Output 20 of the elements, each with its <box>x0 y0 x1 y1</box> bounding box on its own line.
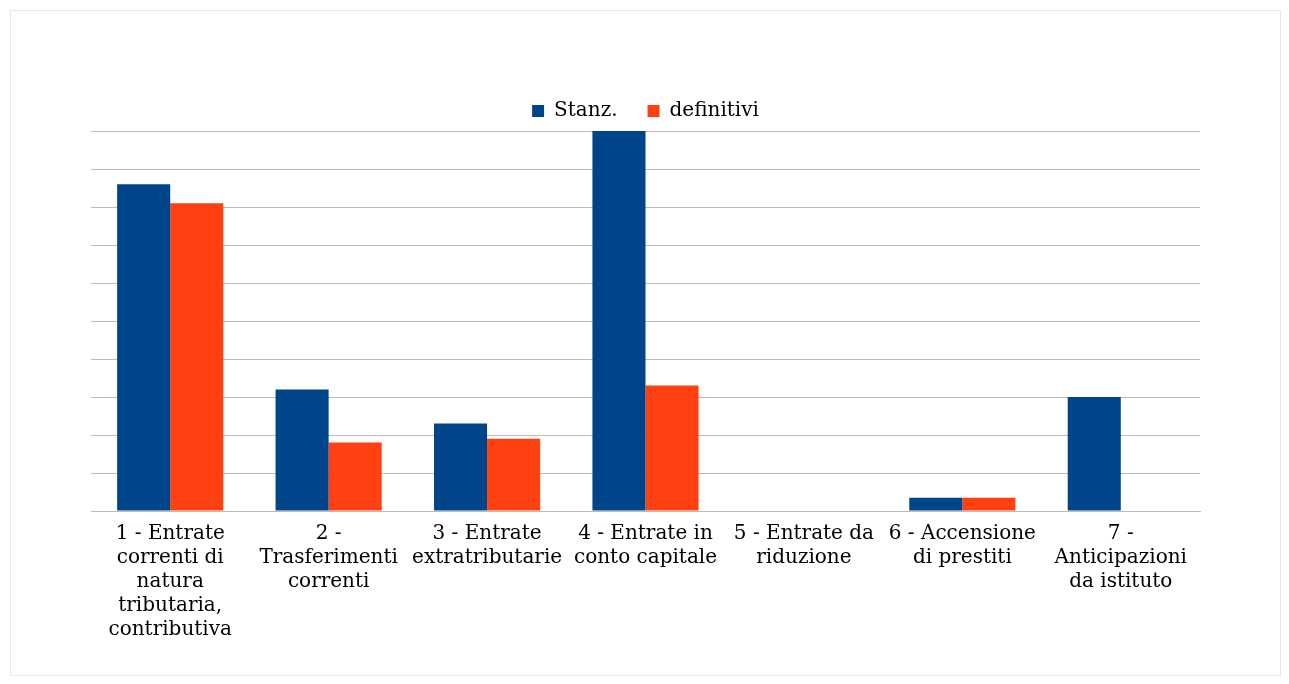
x-tick-label: 6 - Accensione di prestiti <box>888 520 1036 569</box>
bar <box>962 497 1016 511</box>
bar <box>487 438 541 511</box>
bar <box>592 131 646 511</box>
x-tick-label: 4 - Entrate in conto capitale <box>573 520 718 569</box>
bar <box>117 184 171 511</box>
bar <box>434 423 488 511</box>
bar <box>328 442 382 511</box>
legend-label: definitivi <box>669 97 759 122</box>
legend-label: Stanz. <box>554 97 618 122</box>
x-tick-label: 2 - Trasferimenti correnti <box>259 520 398 593</box>
x-tick-label: 5 - Entrate da riduzione <box>733 520 875 569</box>
x-tick-label: 3 - Entrate extratributarie <box>412 520 563 569</box>
bar <box>1067 397 1121 511</box>
x-tick-label: 7 - Anticipazioni da istituto <box>1053 520 1187 593</box>
bar <box>645 385 699 511</box>
bar <box>170 203 224 511</box>
bar <box>909 497 963 511</box>
x-tick-label: 1 - Entrate correnti di natura tributaria, contributiva <box>108 520 233 641</box>
bar <box>275 389 329 511</box>
